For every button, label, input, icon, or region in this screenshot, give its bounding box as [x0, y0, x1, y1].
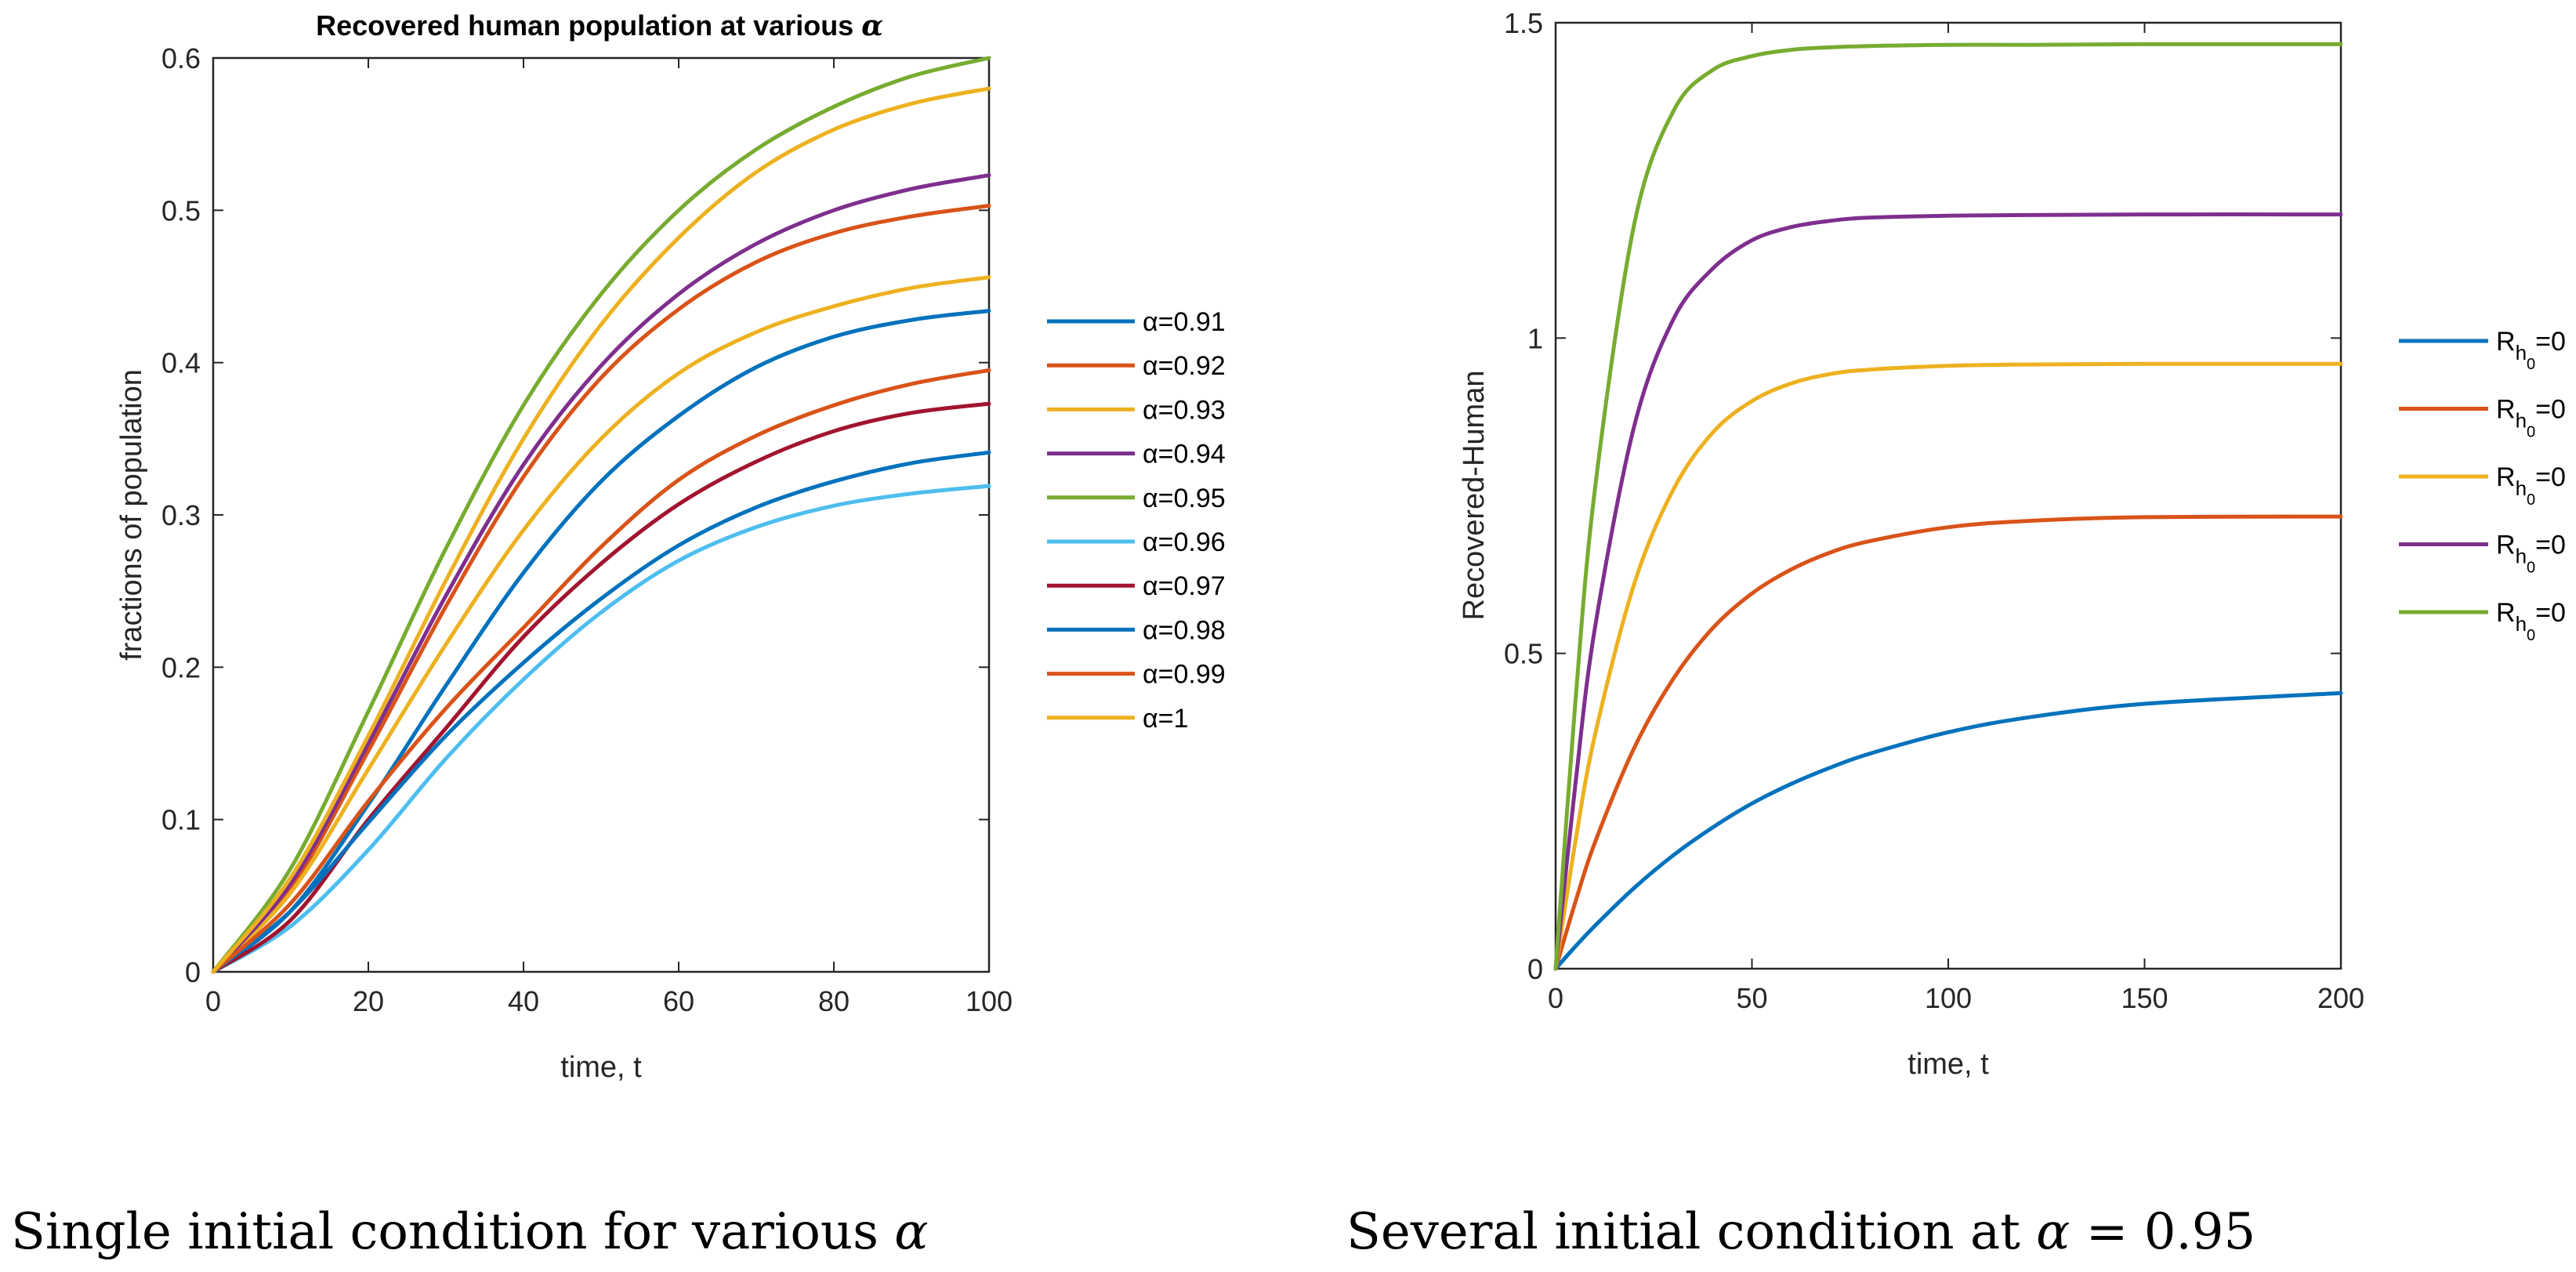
x-tick-label: 40 — [508, 985, 539, 1017]
x-tick-label: 20 — [353, 985, 384, 1017]
y-tick-label: 0.2 — [161, 651, 201, 683]
series-line-4 — [211, 173, 991, 974]
series-line-2 — [211, 204, 991, 974]
series-line-9 — [211, 368, 991, 974]
x-tick-label: 0 — [1548, 982, 1563, 1014]
legend-label-4: Rh0=0 — [2496, 531, 2566, 577]
chart1-axes: 0 20 40 60 80 100 0 0.1 0.2 0.3 0.4 0.5 0.6 — [161, 42, 1013, 1017]
chart1-xlabel: time, t — [560, 1051, 642, 1084]
chart-recovered-alpha: Recovered human population at various α … — [11, 9, 1226, 1261]
legend-label-2: Rh0=0 — [2496, 395, 2566, 441]
series-line-3 — [1553, 361, 2343, 971]
chart2-caption: Several initial condition at α = 0.95 — [1346, 1203, 2255, 1261]
x-tick-label: 60 — [663, 985, 694, 1017]
x-tick-label: 0 — [205, 985, 221, 1017]
legend-label-5: Rh0=0 — [2496, 598, 2566, 644]
legend-label-9: α=0.99 — [1143, 660, 1226, 690]
series-line-6 — [211, 484, 991, 974]
chart2-caption-value: = 0.95 — [2070, 1203, 2255, 1261]
y-tick-label: 0 — [1527, 953, 1543, 985]
y-tick-label: 0 — [185, 956, 201, 988]
series-line-3 — [211, 275, 991, 974]
y-tick-label: 0.5 — [161, 194, 201, 226]
legend-label-3: α=0.93 — [1143, 395, 1226, 425]
chart2-caption-text: Several initial condition at — [1346, 1203, 2036, 1261]
x-tick-label: 50 — [1736, 982, 1767, 1014]
series-line-1 — [1553, 690, 2343, 971]
legend-label-4: α=0.94 — [1143, 440, 1226, 469]
chart1-caption-text: Single initial condition for various — [11, 1203, 894, 1261]
chart1-title-alpha: α — [861, 9, 883, 42]
x-tick-label: 100 — [966, 985, 1013, 1017]
chart1-legend: α=0.91 α=0.92 α=0.93 α=0.94 α=0.95 α=0.96 α=0.… — [1047, 307, 1226, 734]
chart2-caption-alpha: α — [2036, 1203, 2070, 1261]
series-line-2 — [1553, 514, 2343, 971]
chart2-plot-area — [1554, 21, 2342, 970]
series-line-7 — [211, 401, 991, 974]
chart2-series — [1553, 42, 2343, 971]
x-tick-label: 100 — [1925, 982, 1972, 1014]
chart2-ylabel: Recovered-Human — [1458, 371, 1491, 621]
chart-recovered-initial-conditions: 0 50 100 150 200 0 0.5 1 1.5 time, t Recovered-H… — [1346, 7, 2566, 1261]
series-line-1 — [211, 309, 991, 974]
chart2-legend: Rh0=0 Rh0=0 Rh0=0 Rh0=0 Rh0=0 — [2399, 327, 2566, 644]
legend-label-2: α=0.92 — [1143, 351, 1226, 381]
chart1-ylabel: fractions of population — [115, 369, 148, 661]
legend-label-3: Rh0=0 — [2496, 462, 2566, 509]
legend-label-1: Rh0=0 — [2496, 327, 2566, 373]
series-line-10 — [211, 86, 991, 974]
chart1-caption: Single initial condition for various α — [11, 1203, 929, 1261]
y-tick-label: 0.4 — [161, 347, 201, 379]
chart1-title-text: Recovered human population at various — [316, 9, 861, 42]
series-line-8 — [211, 450, 991, 974]
series-line-4 — [1553, 212, 2343, 971]
x-tick-label: 80 — [818, 985, 850, 1017]
series-line-5 — [211, 56, 991, 974]
chart2-xlabel: time, t — [1908, 1048, 1989, 1081]
series-line-5 — [1553, 42, 2343, 971]
y-tick-label: 0.3 — [161, 499, 201, 531]
legend-label-8: α=0.98 — [1143, 615, 1226, 645]
chart1-caption-alpha: α — [894, 1203, 928, 1261]
legend-label-6: α=0.96 — [1143, 527, 1226, 557]
chart1-series — [211, 56, 991, 974]
legend-label-7: α=0.97 — [1143, 571, 1226, 601]
y-tick-label: 0.1 — [161, 804, 201, 836]
x-tick-label: 150 — [2121, 982, 2168, 1014]
chart1-title: Recovered human population at various α — [316, 9, 883, 42]
x-tick-label: 200 — [2317, 982, 2364, 1014]
y-tick-label: 1.5 — [1504, 7, 1543, 39]
legend-label-1: α=0.91 — [1143, 307, 1226, 337]
y-tick-label: 0.5 — [1504, 638, 1543, 670]
chart2-axes: 0 50 100 150 200 0 0.5 1 1.5 — [1504, 7, 2364, 1014]
legend-label-5: α=0.95 — [1143, 484, 1226, 513]
y-tick-label: 1 — [1527, 322, 1543, 354]
y-tick-label: 0.6 — [161, 42, 201, 74]
legend-label-10: α=1 — [1143, 704, 1188, 734]
